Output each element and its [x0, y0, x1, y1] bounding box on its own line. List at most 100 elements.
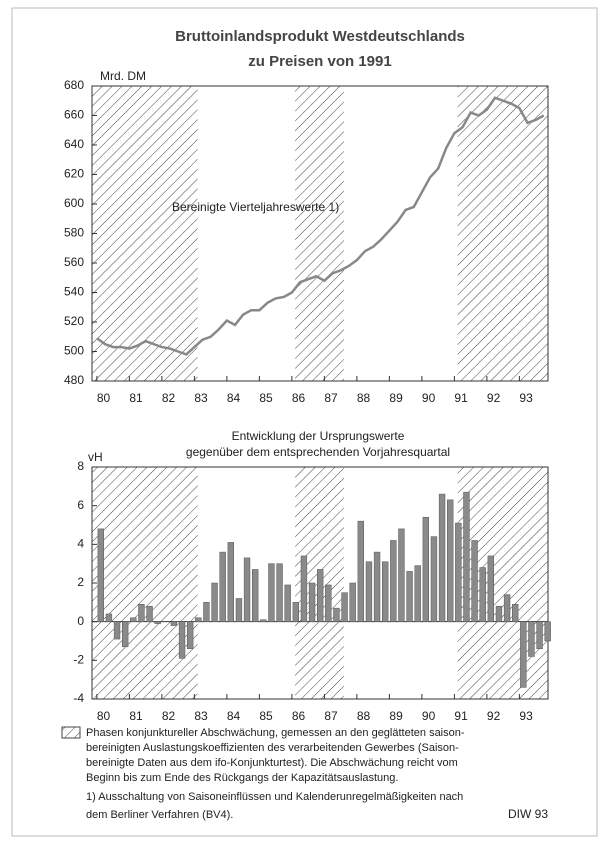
note: Phasen konjunktureller Abschwächung, gem…	[86, 727, 465, 739]
bar	[276, 563, 283, 622]
bar	[463, 491, 470, 622]
bar	[414, 565, 421, 622]
bar	[122, 621, 129, 648]
bar	[382, 561, 389, 622]
bar	[195, 617, 202, 622]
bar	[398, 528, 405, 622]
y-tick-label: 6	[77, 498, 84, 512]
bar	[317, 569, 324, 622]
x-tick-label: 82	[162, 709, 176, 723]
y-axis-label: vH	[88, 450, 103, 464]
x-tick-label: 91	[454, 709, 468, 723]
x-tick-label: 80	[97, 391, 111, 405]
bar	[260, 619, 267, 622]
bar	[219, 551, 226, 622]
bar	[422, 517, 429, 622]
bar	[146, 605, 153, 622]
bar	[308, 582, 316, 622]
source: DIW 93	[508, 807, 548, 821]
bar	[341, 592, 348, 622]
x-tick-label: 83	[194, 709, 208, 723]
note: Beginn bis zum Ende des Rückgangs der Ka…	[86, 772, 398, 784]
bar	[235, 598, 243, 622]
line	[96, 96, 545, 356]
shaded-region	[457, 467, 548, 699]
bar	[447, 499, 454, 622]
bar	[536, 621, 543, 649]
bar	[243, 557, 251, 622]
note: bereinigten Auslastungskoeffizienten des…	[86, 742, 459, 754]
bar	[479, 567, 486, 622]
bar	[97, 528, 104, 622]
bar	[187, 621, 194, 649]
x-tick-label: 87	[324, 391, 338, 405]
x-tick-label: 89	[389, 709, 403, 723]
shaded-region	[295, 86, 344, 381]
y-tick-label: 4	[77, 537, 84, 551]
bar	[105, 613, 113, 622]
y-tick-label: 580	[64, 226, 84, 240]
bar	[227, 542, 234, 622]
x-tick-label: 90	[422, 391, 436, 405]
bar	[438, 493, 446, 622]
bar	[512, 604, 519, 622]
bar	[178, 621, 186, 659]
bar	[390, 540, 397, 622]
x-tick-label: 87	[324, 709, 338, 723]
bar	[430, 536, 438, 622]
legend-swatch	[61, 726, 81, 739]
x-tick-label: 80	[97, 709, 111, 723]
y-tick-label: 600	[64, 196, 84, 210]
bar	[203, 602, 210, 622]
bar	[138, 604, 145, 622]
x-tick-label: 84	[227, 709, 241, 723]
y-tick-label: 520	[64, 314, 84, 328]
x-tick-label: 91	[454, 391, 468, 405]
x-tick-label: 85	[259, 709, 273, 723]
x-tick-label: 89	[389, 391, 403, 405]
y-tick-label: 0	[77, 614, 84, 628]
x-tick-label: 93	[519, 709, 533, 723]
x-tick-label: 90	[422, 709, 436, 723]
x-tick-label: 88	[357, 391, 371, 405]
y-tick-label: 8	[77, 459, 84, 473]
x-tick-label: 83	[194, 391, 208, 405]
y-tick-label: 2	[77, 575, 84, 589]
x-tick-label: 84	[227, 391, 241, 405]
bar	[365, 561, 373, 622]
bar	[528, 621, 535, 657]
bar	[349, 582, 356, 622]
y-tick-label: 660	[64, 108, 84, 122]
bar	[544, 621, 551, 642]
bar	[406, 571, 413, 622]
y-tick-label: -4	[73, 691, 84, 705]
y-tick-label: 620	[64, 167, 84, 181]
x-tick-label: 86	[292, 391, 306, 405]
x-tick-label: 86	[292, 709, 306, 723]
chart-subtitle: zu Preisen von 1991	[248, 53, 391, 70]
x-tick-label: 81	[129, 391, 143, 405]
x-tick-label: 92	[487, 709, 501, 723]
shaded-region	[457, 86, 548, 381]
bar	[154, 621, 161, 624]
bar	[333, 607, 340, 622]
x-tick-label: 88	[357, 709, 371, 723]
note: dem Berliner Verfahren (BV4).	[86, 809, 233, 821]
bar	[252, 569, 259, 622]
bar	[284, 584, 291, 622]
bar	[373, 551, 381, 622]
bar	[357, 520, 364, 622]
y-tick-label: 480	[64, 373, 84, 387]
note: bereinigte Daten aus dem ifo-Konjunkturt…	[86, 757, 458, 769]
bar	[487, 555, 494, 622]
shaded-region	[92, 467, 198, 699]
bar	[113, 621, 121, 640]
x-tick-label: 92	[487, 391, 501, 405]
bar	[211, 582, 218, 622]
bar	[471, 540, 478, 622]
bar	[130, 617, 137, 622]
x-tick-label: 81	[129, 709, 143, 723]
bar	[300, 555, 308, 622]
bar	[268, 563, 275, 622]
bar	[325, 584, 332, 622]
